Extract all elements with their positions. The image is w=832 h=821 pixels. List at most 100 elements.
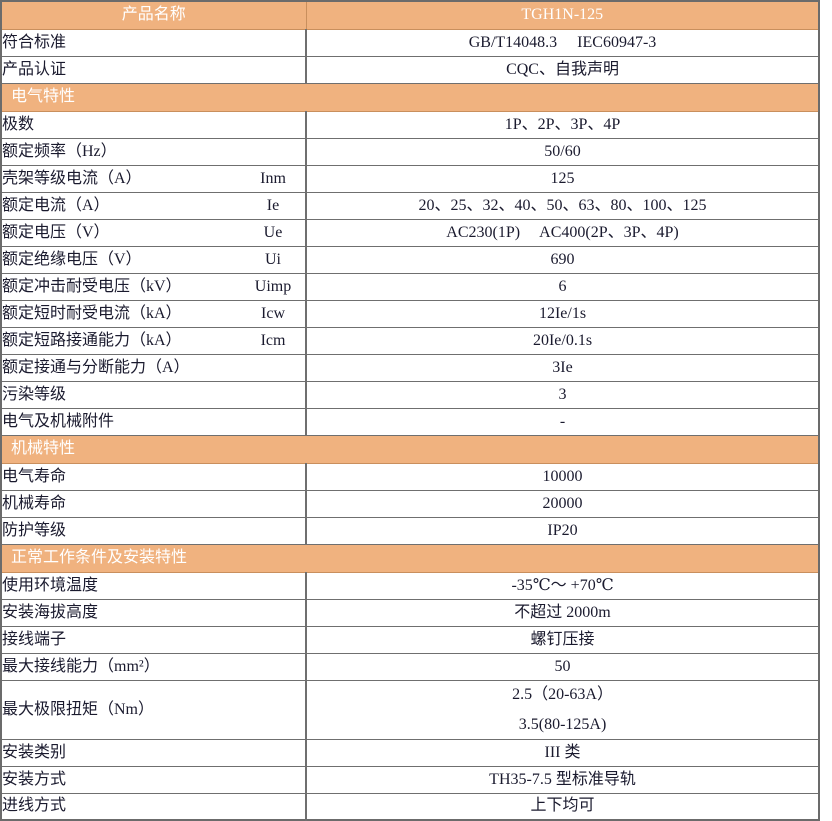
- row-symbol: [241, 679, 308, 740]
- row-symbol: [241, 407, 308, 436]
- row-value: -35℃～ +70℃: [305, 571, 820, 600]
- row-symbol: [241, 462, 308, 491]
- table-row: 安装方式 TH35-7.5 型标准导轨: [0, 765, 820, 794]
- row-value: AC230(1P) AC400(2P、3P、4P): [305, 218, 820, 247]
- row-label: 污染等级: [0, 380, 241, 409]
- section-heading: 正常工作条件及安装特性: [1, 543, 820, 573]
- row-value: 6: [305, 272, 820, 301]
- row-value: 20Ie/0.1s: [305, 326, 820, 355]
- row-value: 125: [305, 164, 820, 193]
- row-symbol: Inm: [241, 164, 308, 193]
- row-value: 50: [305, 652, 820, 681]
- table-row: 额定电流（A） Ie 20、25、32、40、50、63、80、100、125: [0, 191, 820, 220]
- row-symbol: [241, 353, 308, 382]
- row-symbol: [241, 625, 308, 654]
- section-heading: 电气特性: [1, 82, 820, 112]
- row-label: 电气及机械附件: [0, 407, 241, 436]
- table-row: 安装海拔高度 不超过 2000m: [0, 598, 820, 627]
- row-label: 接线端子: [0, 625, 241, 654]
- row-value: TH35-7.5 型标准导轨: [305, 765, 820, 794]
- table-row: 额定电压（V） Ue AC230(1P) AC400(2P、3P、4P): [0, 218, 820, 247]
- row-value: 20000: [305, 489, 820, 518]
- row-label: 安装类别: [0, 738, 241, 767]
- row-label: 使用环境温度: [0, 571, 241, 600]
- row-label: 壳架等级电流（A）: [0, 164, 241, 193]
- row-symbol: Icm: [241, 326, 308, 355]
- table-row: 极数 1P、2P、3P、4P: [0, 110, 820, 139]
- row-label: 额定冲击耐受电压（kV）: [0, 272, 241, 301]
- table-row: 污染等级 3: [0, 380, 820, 409]
- row-label: 额定绝缘电压（V）: [0, 245, 241, 274]
- row-symbol: [241, 380, 308, 409]
- row-value: 10000: [305, 462, 820, 491]
- row-label: 安装方式: [0, 765, 241, 794]
- table-row: 防护等级 IP20: [0, 516, 820, 545]
- row-value: 不超过 2000m: [305, 598, 820, 627]
- table-row: 额定频率（Hz） 50/60: [0, 137, 820, 166]
- row-label: 额定短路接通能力（kA）: [0, 326, 241, 355]
- row-value: 20、25、32、40、50、63、80、100、125: [305, 191, 820, 220]
- section-header-row: 机械特性: [1, 434, 820, 464]
- row-symbol: [241, 489, 308, 518]
- table-row: 产品认证 CQC、自我声明: [0, 55, 820, 84]
- row-symbol: [241, 28, 308, 57]
- row-label: 电气寿命: [0, 462, 241, 491]
- row-label: 安装海拔高度: [0, 598, 241, 627]
- row-value: 上下均可: [305, 792, 820, 821]
- table-row: 最大极限扭矩（Nm） 2.5（20-63A） 3.5(80-125A): [0, 679, 820, 740]
- section-header-row: 电气特性: [1, 82, 820, 112]
- section-heading: 机械特性: [1, 434, 820, 464]
- row-label: 进线方式: [0, 792, 241, 821]
- table-row: 额定短路接通能力（kA） Icm 20Ie/0.1s: [0, 326, 820, 355]
- row-label: 机械寿命: [0, 489, 241, 518]
- section-header-row: 正常工作条件及安装特性: [1, 543, 820, 573]
- row-symbol: [241, 652, 308, 681]
- table-row: 额定接通与分断能力（A） 3Ie: [0, 353, 820, 382]
- row-value: 3: [305, 380, 820, 409]
- row-label: 极数: [0, 110, 241, 139]
- row-value: 50/60: [305, 137, 820, 166]
- table-title-row: 产品名称 TGH1N-125: [0, 0, 820, 30]
- row-symbol: [241, 571, 308, 600]
- row-label: 额定电流（A）: [0, 191, 241, 220]
- table-row: 进线方式 上下均可: [0, 792, 820, 821]
- row-value: 690: [305, 245, 820, 274]
- row-symbol: [241, 516, 308, 545]
- row-value: 12Ie/1s: [305, 299, 820, 328]
- row-label: 符合标准: [0, 28, 241, 57]
- row-symbol: [241, 55, 308, 84]
- row-symbol: Uimp: [241, 272, 308, 301]
- row-symbol: Icw: [241, 299, 308, 328]
- row-symbol: [241, 765, 308, 794]
- table-row: 接线端子 螺钉压接: [0, 625, 820, 654]
- table-row: 壳架等级电流（A） Inm 125: [0, 164, 820, 193]
- row-value: 3Ie: [305, 353, 820, 382]
- row-value: 1P、2P、3P、4P: [305, 110, 820, 139]
- row-value-lines: 2.5（20-63A） 3.5(80-125A): [307, 681, 818, 739]
- row-value-line: 3.5(80-125A): [518, 715, 607, 733]
- table-row: 使用环境温度 -35℃～ +70℃: [0, 571, 820, 600]
- table-row: 电气及机械附件 -: [0, 407, 820, 436]
- table-row: 额定冲击耐受电压（kV） Uimp 6: [0, 272, 820, 301]
- row-symbol: [241, 137, 308, 166]
- row-value: 2.5（20-63A） 3.5(80-125A): [305, 679, 820, 740]
- row-value: III 类: [305, 738, 820, 767]
- row-value: GB/T14048.3 IEC60947-3: [305, 28, 820, 57]
- row-label: 额定接通与分断能力（A）: [0, 353, 241, 382]
- row-value: 螺钉压接: [305, 625, 820, 654]
- table-row: 电气寿命 10000: [0, 462, 820, 491]
- row-label: 额定短时耐受电流（kA）: [0, 299, 241, 328]
- row-symbol: [241, 738, 308, 767]
- table-row: 最大接线能力（mm²） 50: [0, 652, 820, 681]
- row-symbol: [241, 792, 308, 821]
- row-symbol: [241, 110, 308, 139]
- table-row: 额定短时耐受电流（kA） Icw 12Ie/1s: [0, 299, 820, 328]
- row-value-line: 2.5（20-63A）: [512, 685, 613, 703]
- row-value: IP20: [305, 516, 820, 545]
- row-label: 额定电压（V）: [0, 218, 241, 247]
- row-symbol: Ue: [241, 218, 308, 247]
- table-row: 机械寿命 20000: [0, 489, 820, 518]
